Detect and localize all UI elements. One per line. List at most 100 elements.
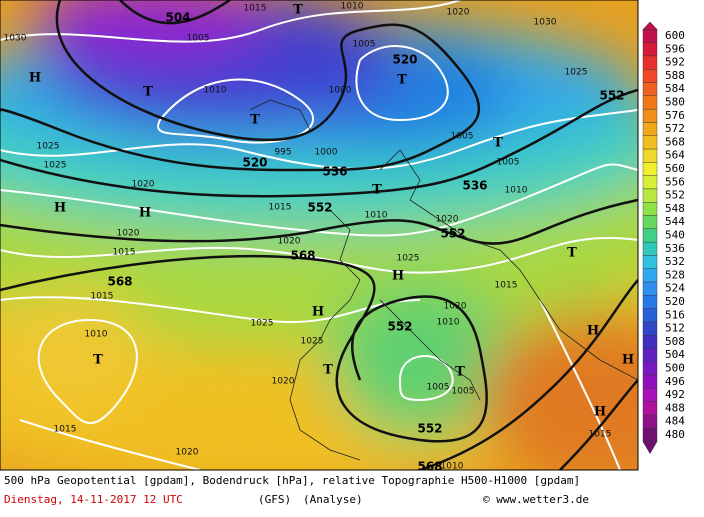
isobar-label: 1020 [132, 180, 155, 190]
high-marker: H [29, 71, 41, 86]
caption-date: Dienstag, 14-11-2017 12 UTC [4, 493, 183, 506]
isobar-label: 1000 [315, 148, 338, 158]
colorbar-label: 532 [665, 255, 685, 268]
isobar-label: 1025 [397, 254, 420, 264]
isobar-label: 1025 [37, 142, 60, 152]
colorbar-swatch [642, 388, 658, 402]
colorbar-label: 564 [665, 149, 685, 162]
high-marker: H [54, 201, 66, 216]
colorbar-swatch [642, 321, 658, 336]
coastlines [249, 99, 638, 461]
geopotential-label: 552 [387, 320, 412, 334]
isobar-label: 1025 [251, 319, 274, 329]
low-marker: T [250, 113, 260, 128]
colorbar-label: 516 [665, 308, 685, 321]
colorbar-label: 588 [665, 69, 685, 82]
isobar-label: 1015 [54, 425, 77, 435]
colorbar-arrow-bottom [642, 441, 658, 455]
isobar-label: 1020 [447, 8, 470, 18]
colorbar-swatch [642, 175, 658, 190]
colorbar-label: 540 [665, 229, 685, 242]
colorbar-swatch [642, 42, 658, 57]
colorbar-swatch [642, 281, 658, 296]
isobar-label: 1015 [91, 292, 114, 302]
isobar-label: 1020 [444, 302, 467, 312]
isobar-label: 1020 [117, 229, 140, 239]
high-marker: H [312, 305, 324, 320]
low-marker: T [143, 85, 153, 100]
colorbar-label: 556 [665, 175, 685, 188]
isobar-label: 1025 [565, 68, 588, 78]
colorbar-swatch [642, 202, 658, 216]
colorbar-label: 524 [665, 282, 685, 295]
map [0, 0, 638, 470]
colorbar-label: 600 [665, 29, 685, 42]
low-marker: T [493, 136, 503, 151]
colorbar-swatch [642, 148, 658, 163]
geopotential-label: 552 [599, 89, 624, 103]
isobar-label: 1010 [365, 211, 388, 221]
geopotential-label: 552 [417, 422, 442, 436]
isobar-label: 1015 [244, 4, 267, 14]
isobar-label: 1020 [278, 237, 301, 247]
geopotential-label: 520 [242, 156, 267, 170]
isobar-label: 1005 [452, 387, 475, 397]
isobar-label: 1015 [495, 281, 518, 291]
caption-title: 500 hPa Geopotential [gpdam], Bodendruck… [4, 474, 580, 487]
low-marker: T [372, 183, 382, 198]
colorbar-swatch [642, 295, 658, 309]
geopotential-label: 520 [392, 53, 417, 67]
low-marker: T [397, 73, 407, 88]
geopotential-label: 568 [290, 249, 315, 263]
colorbar-swatch [642, 255, 658, 269]
isobar-label: 1015 [589, 430, 612, 440]
colorbar-label: 480 [665, 428, 685, 441]
caption-copyright: © www.wetter3.de [483, 493, 589, 506]
geopotential-label: 568 [107, 275, 132, 289]
colorbar-swatch [642, 108, 658, 123]
colorbar-label: 548 [665, 202, 685, 215]
colorbar-swatch [642, 335, 658, 349]
colorbar-label: 488 [665, 401, 685, 414]
high-marker: H [594, 405, 606, 420]
colorbar-label: 492 [665, 388, 685, 401]
geopotential-label: 536 [462, 179, 487, 193]
geopotential-label: 536 [322, 165, 347, 179]
isobar-label: 1010 [204, 86, 227, 96]
isobar-label: 1010 [505, 186, 528, 196]
isobar-label: 1015 [269, 203, 292, 213]
low-marker: T [93, 353, 103, 368]
isobar-label: 1005 [353, 40, 376, 50]
colorbar-label: 544 [665, 215, 685, 228]
low-marker: T [455, 365, 465, 380]
colorbar-label: 580 [665, 96, 685, 109]
colorbar-label: 512 [665, 322, 685, 335]
colorbar-swatch [642, 55, 658, 70]
colorbar-swatch [642, 228, 658, 243]
high-marker: H [392, 269, 404, 284]
isobar-label: 1020 [176, 448, 199, 458]
colorbar-swatch [642, 135, 658, 150]
colorbar-label: 536 [665, 242, 685, 255]
isobar-label: 1010 [85, 330, 108, 340]
colorbar-swatch [642, 308, 658, 323]
geopotential-label: 552 [440, 227, 465, 241]
colorbar-label: 576 [665, 109, 685, 122]
geopotential-lines [0, 0, 638, 470]
caption-run: (Analyse) [303, 493, 363, 506]
colorbar-swatch [642, 374, 658, 389]
colorbar: 6005965925885845805765725685645605565525… [642, 21, 685, 455]
low-marker: T [567, 246, 577, 261]
colorbar-swatch [642, 241, 658, 256]
colorbar-swatch [642, 95, 658, 110]
colorbar-label: 584 [665, 82, 685, 95]
colorbar-swatch [642, 162, 658, 176]
low-marker: T [323, 363, 333, 378]
colorbar-swatch [642, 82, 658, 97]
isobar-label: 1010 [341, 2, 364, 12]
colorbar-swatch [642, 215, 658, 230]
colorbar-label: 596 [665, 42, 685, 55]
isobar-label: 1005 [187, 34, 210, 44]
isobar-label: 1005 [497, 158, 520, 168]
